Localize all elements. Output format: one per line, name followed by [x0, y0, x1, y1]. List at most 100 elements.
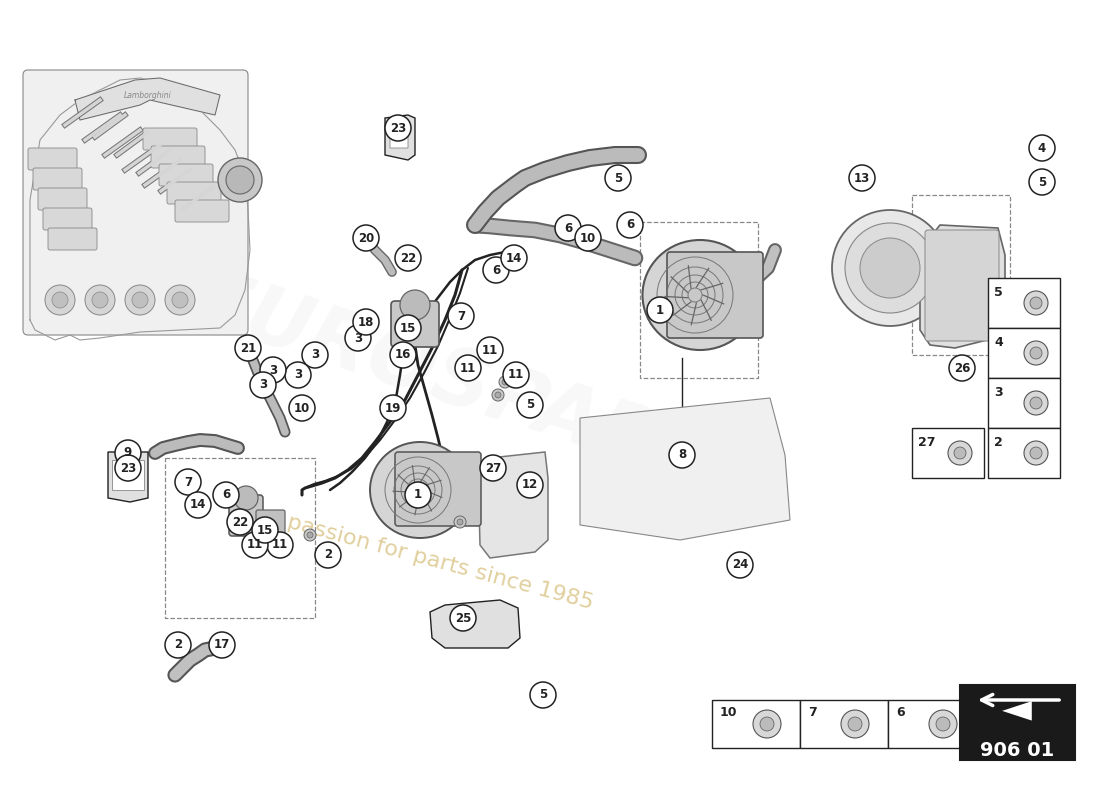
Circle shape [760, 717, 774, 731]
Circle shape [647, 297, 673, 323]
Bar [988, 378, 1060, 428]
Circle shape [234, 486, 258, 510]
Polygon shape [580, 398, 790, 540]
FancyBboxPatch shape [175, 200, 229, 222]
Circle shape [1030, 347, 1042, 359]
Text: 3: 3 [994, 386, 1002, 398]
Circle shape [454, 516, 466, 528]
Circle shape [499, 376, 512, 388]
Text: 5: 5 [994, 286, 1003, 298]
Text: 8: 8 [678, 449, 686, 462]
Polygon shape [385, 115, 415, 160]
Bar [888, 700, 976, 748]
FancyBboxPatch shape [143, 128, 197, 150]
Text: 6: 6 [492, 263, 500, 277]
Polygon shape [430, 600, 520, 648]
Circle shape [116, 455, 141, 481]
Text: EUROSPARES: EUROSPARES [184, 261, 777, 519]
Circle shape [754, 710, 781, 738]
Text: 4: 4 [1038, 142, 1046, 154]
Circle shape [949, 355, 975, 381]
Text: 11: 11 [246, 538, 263, 551]
Circle shape [302, 342, 328, 368]
Circle shape [1030, 297, 1042, 309]
Text: 3: 3 [294, 369, 302, 382]
FancyBboxPatch shape [28, 148, 77, 170]
Text: a passion for parts since 1985: a passion for parts since 1985 [265, 506, 595, 614]
Circle shape [165, 285, 195, 315]
Circle shape [289, 395, 315, 421]
Circle shape [185, 492, 211, 518]
Text: 3: 3 [258, 378, 267, 391]
Text: 7: 7 [184, 475, 192, 489]
Text: 5: 5 [1038, 175, 1046, 189]
Text: 4: 4 [994, 335, 1003, 349]
Circle shape [307, 532, 314, 538]
Text: 23: 23 [120, 462, 136, 474]
Circle shape [948, 441, 972, 465]
Circle shape [345, 325, 371, 351]
Circle shape [930, 710, 957, 738]
Circle shape [1024, 391, 1048, 415]
Circle shape [45, 285, 75, 315]
Circle shape [260, 357, 286, 383]
Text: 16: 16 [395, 349, 411, 362]
Circle shape [132, 292, 148, 308]
Circle shape [227, 509, 253, 535]
Text: 2: 2 [174, 638, 183, 651]
Circle shape [1024, 441, 1048, 465]
Circle shape [242, 532, 268, 558]
Bar [800, 700, 888, 748]
Text: 14: 14 [190, 498, 206, 511]
Text: 15: 15 [256, 523, 273, 537]
Circle shape [267, 532, 293, 558]
Text: 15: 15 [399, 322, 416, 334]
Circle shape [450, 605, 476, 631]
Text: 5: 5 [539, 689, 547, 702]
Text: 12: 12 [521, 478, 538, 491]
Circle shape [315, 542, 341, 568]
Circle shape [500, 245, 527, 271]
Circle shape [849, 165, 875, 191]
Circle shape [52, 292, 68, 308]
Text: 13: 13 [854, 171, 870, 185]
Text: 9: 9 [124, 446, 132, 459]
Text: 19: 19 [385, 402, 402, 414]
Circle shape [285, 362, 311, 388]
Circle shape [125, 285, 155, 315]
Circle shape [848, 717, 862, 731]
Circle shape [832, 210, 948, 326]
Circle shape [502, 379, 508, 385]
Text: 17: 17 [213, 638, 230, 651]
Circle shape [235, 335, 261, 361]
Circle shape [165, 632, 191, 658]
Text: 5: 5 [614, 171, 623, 185]
Circle shape [477, 337, 503, 363]
Circle shape [116, 440, 141, 466]
FancyBboxPatch shape [667, 252, 763, 338]
Text: 6: 6 [896, 706, 904, 718]
Polygon shape [478, 452, 548, 558]
Text: 22: 22 [232, 515, 249, 529]
Circle shape [936, 717, 950, 731]
Polygon shape [112, 460, 144, 490]
Bar [988, 278, 1060, 328]
Circle shape [250, 372, 276, 398]
Text: 7: 7 [456, 310, 465, 322]
Circle shape [954, 447, 966, 459]
Bar [960, 685, 1075, 760]
Circle shape [492, 389, 504, 401]
Text: 11: 11 [272, 538, 288, 551]
Circle shape [517, 392, 543, 418]
Circle shape [456, 519, 463, 525]
Circle shape [1028, 135, 1055, 161]
Circle shape [605, 165, 631, 191]
Text: 11: 11 [482, 343, 498, 357]
Circle shape [1030, 447, 1042, 459]
Circle shape [727, 552, 754, 578]
Circle shape [455, 355, 481, 381]
Text: 3: 3 [311, 349, 319, 362]
Circle shape [395, 315, 421, 341]
Text: 7: 7 [808, 706, 816, 718]
Circle shape [395, 245, 421, 271]
